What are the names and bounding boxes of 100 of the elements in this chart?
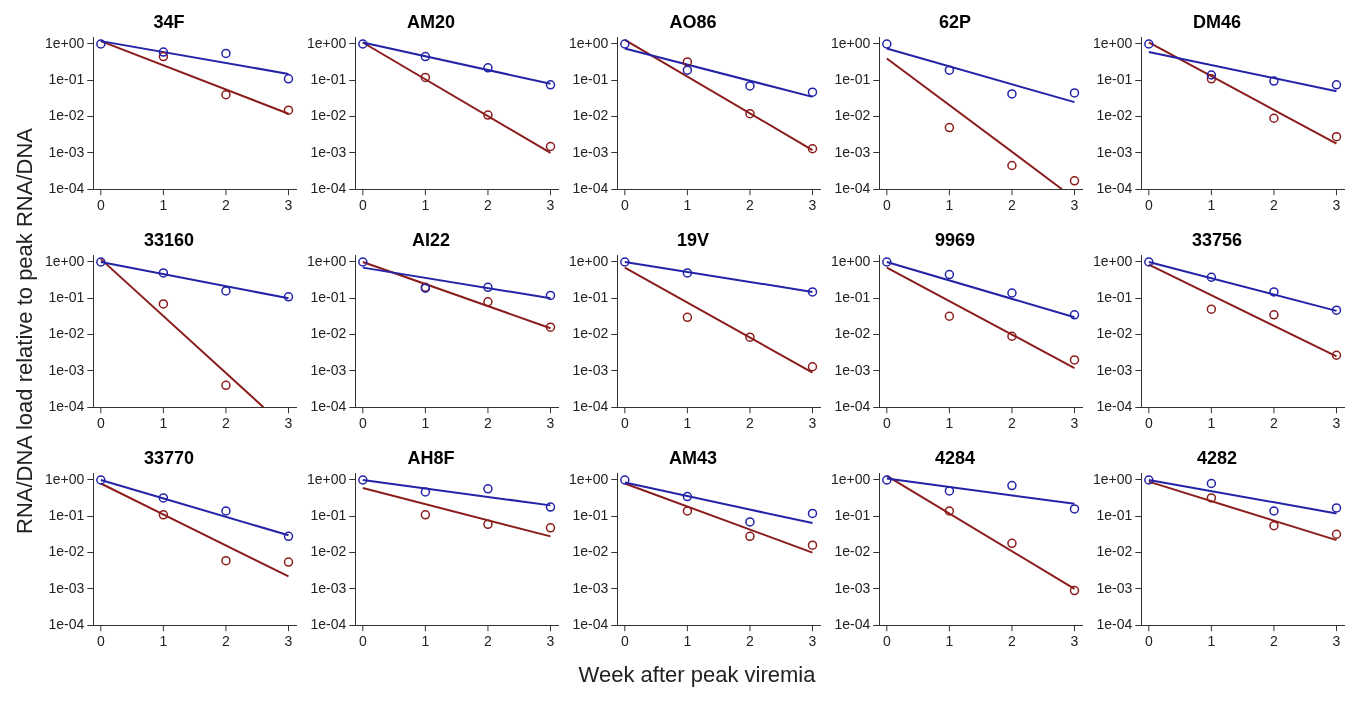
point [1144, 475, 1154, 485]
point [545, 322, 556, 332]
point [1069, 88, 1080, 98]
y-tick-label: 1e+00 [830, 34, 871, 51]
point [483, 282, 493, 293]
y-tick-label: 1e-04 [572, 180, 609, 197]
point [682, 506, 693, 516]
x-tick-label: 1 [159, 415, 168, 432]
point [1007, 538, 1017, 549]
y-tick-label: 1e-04 [310, 616, 347, 633]
x-tick-label: 2 [1270, 197, 1279, 214]
x-tick-label: 0 [620, 415, 629, 432]
y-tick-label: 1e-03 [310, 579, 347, 596]
point [1206, 478, 1217, 489]
y-tick-label: 1e+00 [830, 470, 871, 487]
y-tick-label: 1e-04 [572, 616, 609, 633]
y-tick-label: 1e-03 [48, 579, 85, 596]
y-tick-label: 1e+00 [1092, 470, 1133, 487]
x-tick-label: 2 [484, 197, 493, 214]
y-tick-label: 1e+00 [44, 252, 85, 269]
y-tick-label: 1e+00 [568, 470, 609, 487]
point [1331, 80, 1342, 90]
point [682, 491, 693, 502]
point [1206, 272, 1217, 282]
point [807, 287, 818, 297]
point [221, 380, 231, 391]
x-tick-label: 1 [945, 197, 954, 214]
x-tick-label: 1 [421, 197, 430, 214]
y-tick-label: 1e+00 [568, 34, 609, 51]
y-tick-label: 1e-01 [572, 71, 609, 88]
point [1069, 310, 1080, 320]
chart-title: AI22 [411, 229, 451, 250]
y-tick-label: 1e-03 [310, 361, 347, 378]
point [420, 510, 431, 520]
point [1007, 160, 1017, 171]
chart-title: 19V [676, 229, 710, 250]
point [807, 362, 818, 372]
x-tick-label: 2 [484, 415, 493, 432]
point [221, 506, 231, 516]
x-tick-label: 0 [358, 197, 367, 214]
y-tick-label: 1e-01 [48, 289, 85, 306]
point [483, 519, 493, 530]
x-tick-label: 2 [746, 415, 755, 432]
y-tick-label: 1e-02 [834, 107, 871, 124]
x-tick-label: 0 [1144, 415, 1153, 432]
point [745, 332, 755, 342]
point [1269, 113, 1279, 124]
y-tick-label: 1e-01 [572, 507, 609, 524]
y-tick-label: 1e+00 [1092, 34, 1133, 51]
y-tick-label: 1e-02 [310, 325, 347, 342]
point [158, 47, 169, 57]
y-tick-label: 1e-02 [1096, 107, 1133, 124]
y-tick-label: 1e-03 [572, 361, 609, 378]
y-axis-title: RNA/DNA load relative to peak RNA/DNA [12, 128, 38, 534]
x-tick-label: 3 [1070, 633, 1079, 650]
point [283, 105, 294, 115]
point [1206, 493, 1217, 503]
point [221, 286, 231, 296]
point [158, 299, 169, 309]
x-tick-label: 2 [1008, 415, 1017, 432]
point [545, 290, 556, 301]
y-tick-label: 1e-04 [48, 398, 85, 415]
x-tick-label: 0 [882, 197, 891, 214]
point [620, 39, 630, 49]
y-tick-label: 1e-01 [1096, 289, 1133, 306]
x-tick-label: 2 [746, 633, 755, 650]
y-tick-label: 1e+00 [306, 470, 347, 487]
point [1331, 131, 1342, 142]
chart-title: 33756 [1191, 229, 1243, 250]
y-tick-label: 1e-03 [48, 143, 85, 160]
y-tick-label: 1e-03 [1096, 361, 1133, 378]
y-tick-label: 1e-03 [310, 143, 347, 160]
y-tick-label: 1e-02 [48, 325, 85, 342]
x-tick-label: 2 [484, 633, 493, 650]
x-tick-label: 1 [1207, 197, 1216, 214]
point [545, 523, 556, 533]
chart-title: AM20 [406, 11, 456, 32]
point [158, 493, 169, 503]
point [358, 475, 368, 485]
chart-title: 9969 [934, 229, 976, 250]
point [1007, 480, 1017, 491]
x-tick-label: 3 [284, 197, 293, 214]
x-tick-label: 0 [96, 415, 105, 432]
point [483, 484, 493, 494]
point [882, 475, 892, 485]
point [1007, 331, 1017, 342]
x-tick-label: 1 [159, 197, 168, 214]
y-tick-label: 1e-01 [48, 507, 85, 524]
chart-title: AO86 [669, 11, 717, 32]
x-tick-label: 0 [620, 633, 629, 650]
x-tick-label: 0 [358, 415, 367, 432]
point [96, 39, 106, 49]
x-axis-title: Week after peak viremia [577, 662, 817, 688]
x-tick-label: 3 [1332, 415, 1341, 432]
y-tick-label: 1e-04 [48, 180, 85, 197]
point [158, 51, 169, 62]
x-tick-label: 0 [882, 415, 891, 432]
point [1069, 355, 1080, 365]
point [1269, 520, 1279, 531]
chart-title: AM43 [668, 447, 718, 468]
